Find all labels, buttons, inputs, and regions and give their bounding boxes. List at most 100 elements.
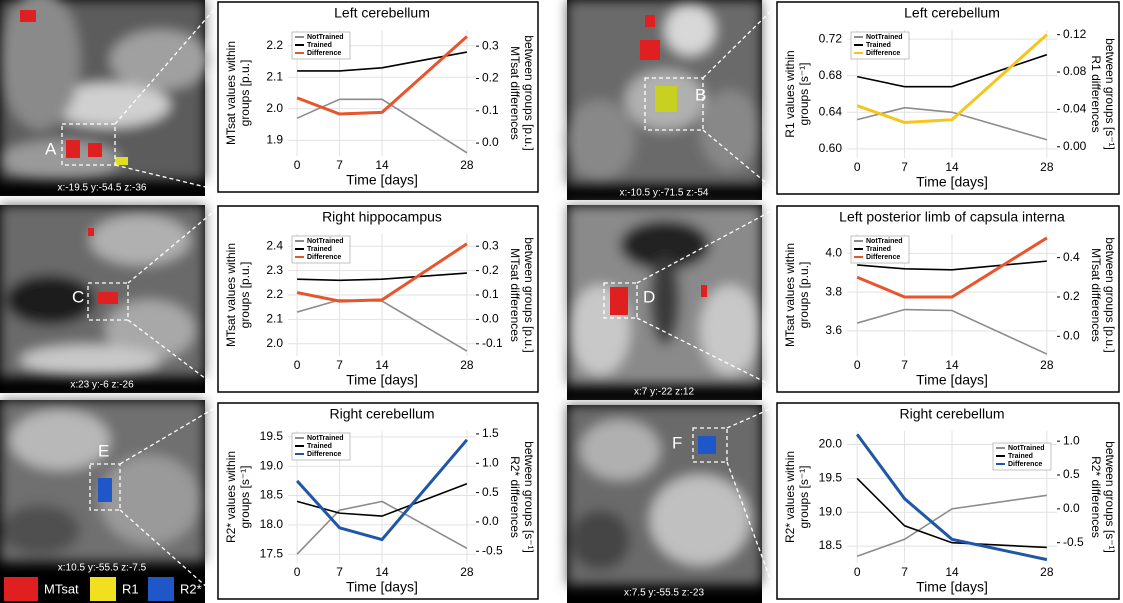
legend-label: NotTrained bbox=[1008, 445, 1045, 452]
y2-tick-label: 0.12 bbox=[1063, 27, 1087, 41]
mri-slice bbox=[567, 205, 762, 385]
legend-swatch bbox=[148, 577, 174, 601]
y-tick-label: 0.60 bbox=[819, 141, 843, 155]
y-tick-label: 0.68 bbox=[819, 68, 843, 82]
connector bbox=[114, 164, 219, 191]
y2-tick-label: -0.1 bbox=[482, 336, 503, 350]
x-tick-label: 14 bbox=[375, 158, 389, 172]
x-tick-label: 7 bbox=[336, 565, 343, 579]
y2-tick-label: 0.3 bbox=[482, 238, 499, 252]
y-axis-label: groups [p.u.] bbox=[238, 60, 252, 127]
connector bbox=[636, 317, 778, 389]
connector bbox=[702, 129, 778, 193]
chart-title: Right hippocampus bbox=[322, 209, 442, 225]
y2-tick-label: 1.0 bbox=[1063, 433, 1080, 447]
y2-axis-label: MTsat differences bbox=[1089, 248, 1103, 342]
series-line bbox=[856, 33, 1048, 125]
x-tick-label: 14 bbox=[375, 565, 389, 579]
blob bbox=[701, 285, 707, 297]
y2-tick-label: 0.2 bbox=[482, 263, 499, 277]
x-tick-label: 7 bbox=[336, 358, 343, 372]
series-line bbox=[856, 236, 1048, 299]
y-axis-label: groups [s⁻¹] bbox=[797, 465, 811, 528]
y-tick-label: 2.0 bbox=[266, 336, 283, 350]
x-tick-label: 7 bbox=[901, 565, 908, 579]
blob bbox=[115, 157, 128, 165]
y-tick-label: 4.0 bbox=[825, 246, 842, 260]
y2-axis-label: between groups [s⁻¹] bbox=[1103, 441, 1117, 553]
coords: x:23 y:-6 z:-26 bbox=[70, 380, 134, 391]
series-line bbox=[296, 242, 468, 303]
y2-tick-label: 0.1 bbox=[482, 287, 499, 301]
x-tick-label: 28 bbox=[460, 158, 474, 172]
x-tick-label: 14 bbox=[375, 358, 389, 372]
series-line bbox=[296, 98, 468, 154]
x-tick-label: 28 bbox=[460, 358, 474, 372]
panel-letter: A bbox=[45, 139, 57, 158]
y-axis-label: MTsat values within bbox=[783, 243, 797, 347]
y-tick-label: 2.4 bbox=[266, 238, 283, 252]
coords: x:7 y:-22 z:12 bbox=[634, 387, 694, 398]
y2-tick-label: -0.5 bbox=[482, 543, 503, 557]
connector bbox=[127, 207, 219, 284]
x-tick-label: 0 bbox=[854, 358, 861, 372]
y2-tick-label: 0.08 bbox=[1063, 64, 1087, 78]
y2-tick-label: 0.0 bbox=[482, 312, 499, 326]
blob bbox=[698, 436, 716, 454]
x-axis-label: Time [days] bbox=[916, 579, 988, 595]
coords: x:7.5 y:-55.5 z:-23 bbox=[624, 588, 704, 599]
series-line bbox=[857, 260, 1047, 271]
series-line bbox=[855, 433, 1048, 562]
y2-axis-label: between groups [p.u.] bbox=[522, 237, 536, 352]
y-tick-label: 20.0 bbox=[819, 437, 843, 451]
panel-letter: C bbox=[72, 287, 84, 306]
legend-label: Difference bbox=[307, 451, 341, 458]
x-tick-label: 14 bbox=[945, 565, 959, 579]
y-tick-label: 2.3 bbox=[266, 263, 283, 277]
legend-label: Difference bbox=[866, 50, 900, 57]
y2-tick-label: 0.3 bbox=[482, 38, 499, 52]
series-line bbox=[296, 483, 468, 517]
legend-label: Trained bbox=[1008, 453, 1033, 460]
y-tick-label: 18.0 bbox=[260, 517, 284, 531]
y2-tick-label: -0.5 bbox=[1063, 535, 1084, 549]
y2-tick-label: 0.04 bbox=[1063, 102, 1087, 116]
y-tick-label: 2.1 bbox=[266, 312, 283, 326]
y2-axis-label: MTsat differences bbox=[508, 46, 522, 140]
series-line bbox=[856, 53, 1048, 88]
connector bbox=[119, 509, 219, 598]
x-tick-label: 7 bbox=[336, 158, 343, 172]
y-axis-label: groups [p.u.] bbox=[238, 262, 252, 329]
series-line bbox=[295, 438, 469, 542]
y-axis-label: groups [s⁻¹] bbox=[238, 465, 252, 528]
chart-title: Left posterior limb of capsula interna bbox=[839, 209, 1065, 225]
legend-label: NotTrained bbox=[307, 34, 344, 41]
y-tick-label: 19.0 bbox=[819, 504, 843, 518]
legend-label: NotTrained bbox=[866, 34, 903, 41]
series-line bbox=[856, 308, 1048, 355]
y-axis-label: MTsat values within bbox=[224, 41, 238, 145]
x-axis-label: Time [days] bbox=[346, 579, 418, 595]
legend-label: Trained bbox=[307, 42, 332, 49]
y2-axis-label: R2* differences bbox=[1089, 456, 1103, 538]
legend-label: Trained bbox=[307, 443, 332, 450]
legend-label: Difference bbox=[1008, 461, 1042, 468]
x-tick-label: 0 bbox=[294, 358, 301, 372]
legend-label: R1 bbox=[122, 581, 139, 596]
legend-label: NotTrained bbox=[866, 238, 903, 245]
connector bbox=[726, 461, 778, 598]
roi-box bbox=[644, 77, 704, 131]
panel-letter: D bbox=[643, 287, 655, 306]
y2-tick-label: 0.0 bbox=[1063, 328, 1080, 342]
series-line bbox=[856, 494, 1047, 557]
blob bbox=[645, 15, 655, 27]
y-tick-label: 19.0 bbox=[260, 458, 284, 472]
x-tick-label: 28 bbox=[1040, 358, 1054, 372]
y-tick-label: 3.8 bbox=[825, 284, 842, 298]
blob bbox=[66, 140, 80, 158]
y-tick-label: 19.5 bbox=[260, 429, 284, 443]
y-axis-label: R1 values within bbox=[783, 50, 797, 137]
panel-letter: B bbox=[695, 85, 706, 104]
y2-tick-label: 0.1 bbox=[482, 103, 499, 117]
